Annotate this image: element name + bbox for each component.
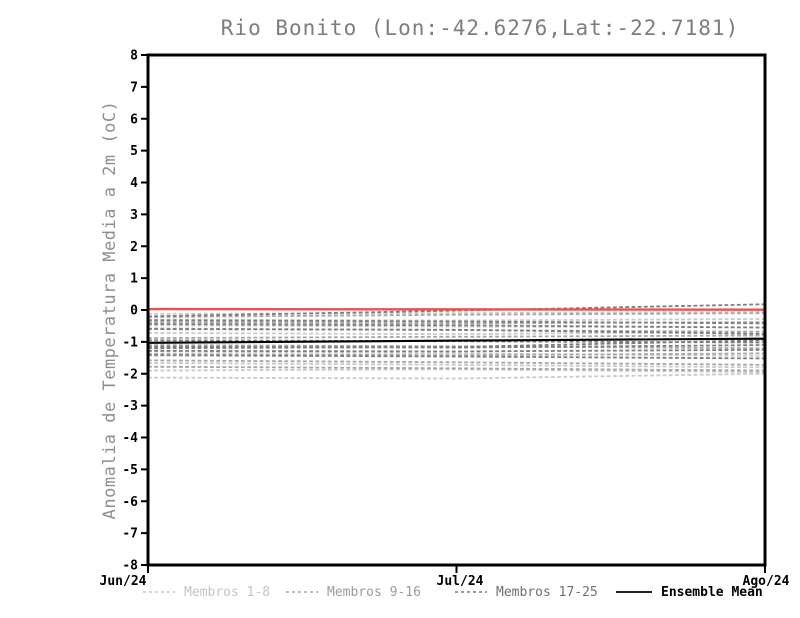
y-tick-label: 5 — [130, 144, 138, 159]
y-tick-label: 1 — [130, 272, 138, 287]
ensemble-member-line-group-1 — [147, 324, 766, 329]
y-tick-label: -7 — [122, 527, 138, 542]
y-tick-label: 6 — [130, 112, 138, 127]
ensemble-mean-line — [147, 337, 766, 344]
legend-item-membros-17-25: Membros 17-25 — [455, 584, 598, 600]
y-tick-label: -8 — [122, 559, 138, 574]
y-tick-label: -6 — [122, 495, 138, 510]
y-tick-label: 4 — [130, 176, 138, 191]
ensemble-member-line-group-1 — [147, 368, 766, 374]
ensemble-member-line-group-3 — [147, 348, 766, 353]
y-tick-label: -4 — [122, 431, 138, 446]
ensemble-member-line-group-2 — [147, 352, 766, 357]
ensemble-member-line-group-3 — [147, 319, 766, 325]
x-tick-label: Jul/24 — [437, 574, 484, 589]
ensemble-member-line-group-2 — [147, 334, 766, 339]
legend-label: Membros 17-25 — [496, 584, 598, 600]
ensemble-member-line-group-2 — [147, 344, 766, 350]
x-tick-label: Jun/24 — [100, 574, 147, 589]
solid-line-sample-icon — [616, 591, 652, 593]
legend-label: Membros 1-8 — [184, 584, 271, 600]
ensemble-member-line-group-3 — [147, 339, 766, 350]
zero-reference-line — [147, 307, 766, 311]
legend-item-membros-1-8: Membros 1-8 — [143, 584, 270, 600]
y-tick-label: -2 — [122, 367, 138, 382]
dashed-line-sample-dark-icon — [455, 591, 487, 593]
ensemble-member-line-group-2 — [147, 365, 766, 372]
chart-legend: Membros 1-8 Membros 9-16 Membros 17-25 E… — [0, 584, 800, 602]
y-tick-label: 0 — [130, 304, 138, 319]
ensemble-member-line-group-1 — [147, 372, 766, 380]
ensemble-member-line-group-3 — [147, 303, 766, 318]
ensemble-member-line-group-1 — [147, 350, 766, 357]
legend-item-membros-9-16: Membros 9-16 — [286, 584, 421, 600]
ensemble-member-line-group-3 — [147, 328, 766, 335]
x-tick-label: Ago/24 — [743, 574, 790, 589]
y-tick-label: 8 — [130, 49, 138, 64]
y-tick-label: -1 — [122, 335, 138, 350]
y-tick-label: 7 — [130, 80, 138, 95]
ensemble-member-line-group-1 — [147, 330, 766, 336]
ensemble-member-line-group-3 — [147, 339, 766, 344]
dashed-line-sample-light-icon — [143, 591, 175, 593]
dashed-line-sample-medium-icon — [286, 591, 318, 593]
ensemble-member-line-group-2 — [147, 312, 766, 318]
y-tick-label: -5 — [122, 463, 138, 478]
chart-title: Rio Bonito (Lon:-42.6276,Lat:-22.7181) — [220, 16, 740, 40]
ensemble-member-line-group-3 — [147, 354, 766, 360]
ensemble-member-line-group-3 — [147, 323, 766, 329]
ensemble-member-line-group-1 — [147, 362, 766, 369]
legend-item-ensemble-mean: Ensemble Mean — [616, 584, 763, 600]
ensemble-member-line-group-2 — [147, 321, 766, 325]
ensemble-member-line-group-1 — [147, 318, 766, 322]
y-tick-label: 3 — [130, 208, 138, 223]
legend-label: Membros 9-16 — [327, 584, 421, 600]
ensemble-member-line-group-2 — [147, 327, 766, 333]
y-tick-label: -3 — [122, 399, 138, 414]
y-tick-label: 2 — [130, 240, 138, 255]
ensemble-member-line-group-2 — [147, 359, 766, 366]
legend-label: Ensemble Mean — [661, 584, 763, 600]
